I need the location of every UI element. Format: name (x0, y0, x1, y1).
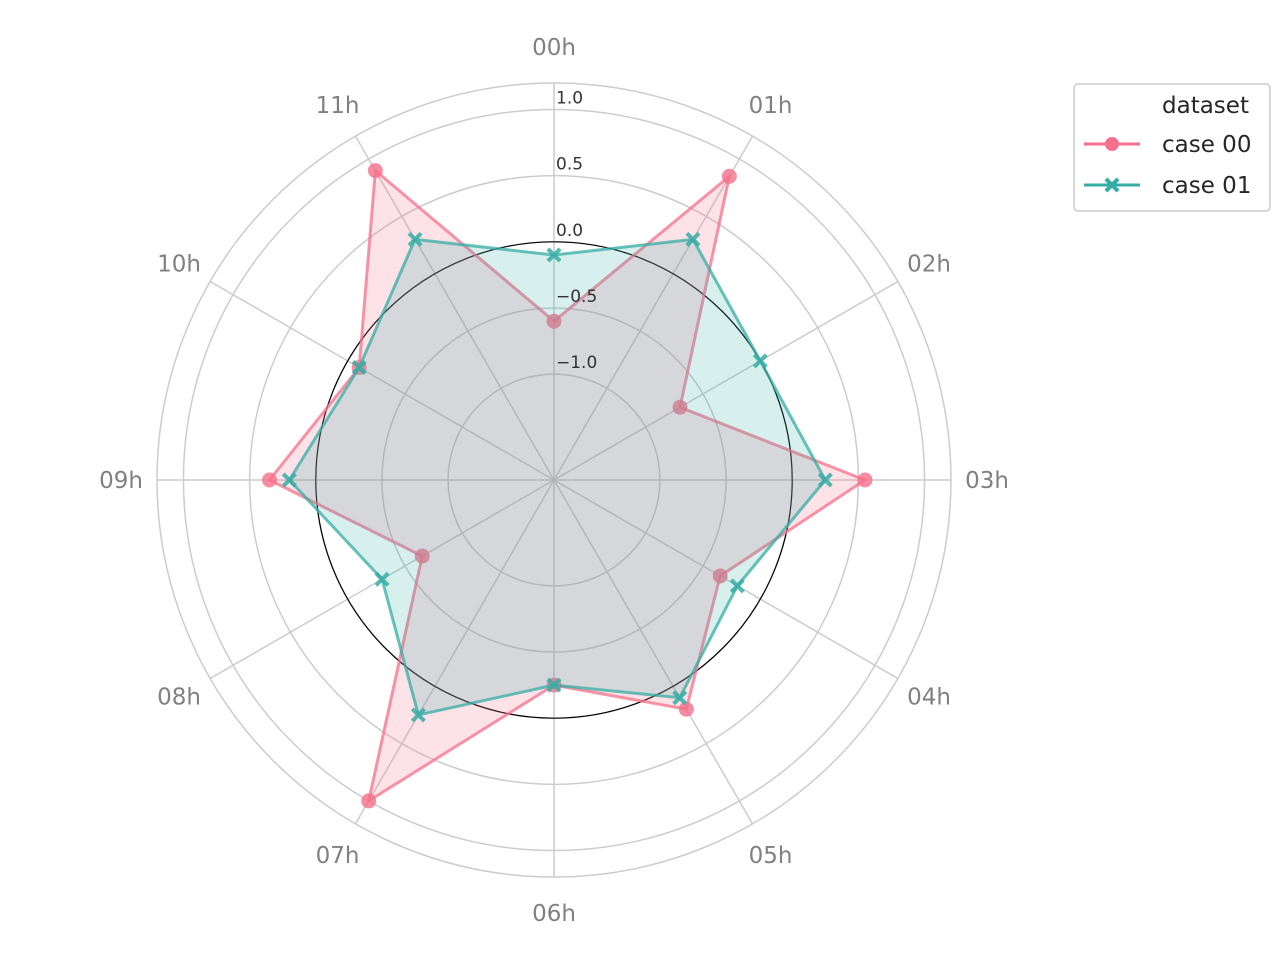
radial-tick-label: −1.0 (556, 353, 597, 373)
axis-label-04h: 04h (907, 685, 951, 711)
legend-entry-case-01: case 01 (1084, 173, 1251, 199)
legend-entry-case-00: case 00 (1084, 132, 1251, 158)
axis-label-09h: 09h (99, 468, 143, 494)
axis-label-07h: 07h (316, 843, 360, 869)
data-point (721, 168, 737, 184)
series-area (289, 239, 826, 715)
legend-label-case-00: case 00 (1162, 132, 1251, 158)
legend-marker-case-00 (1105, 137, 1119, 151)
axis-label-02h: 02h (907, 252, 951, 278)
angular-axis-labels: 00h 01h 02h 03h 04h 05h 06h 07h 08h 09h 10h 11h (99, 35, 1009, 927)
legend-marker-case-01 (1104, 177, 1120, 193)
grid-spoke (354, 135, 555, 481)
data-point (712, 568, 728, 584)
series-area (269, 170, 865, 801)
legend-label-case-01: case 01 (1162, 173, 1251, 199)
grid-spoke (553, 479, 754, 825)
data-point (410, 707, 426, 723)
axis-label-06h: 06h (532, 901, 576, 927)
axis-label-11h: 11h (316, 93, 360, 119)
data-point (729, 578, 745, 594)
axis-label-03h: 03h (965, 468, 1009, 494)
data-point (672, 399, 688, 415)
axis-label-10h: 10h (157, 252, 201, 278)
radial-tick-label: 0.0 (556, 221, 583, 241)
data-point (817, 472, 833, 488)
data-point (546, 313, 562, 329)
data-point (672, 690, 688, 706)
data-point (685, 231, 701, 247)
data-point (752, 353, 768, 369)
zero-reference-circle (315, 241, 793, 719)
data-point (374, 571, 390, 587)
data-point (261, 472, 277, 488)
grid-spoke (354, 479, 555, 825)
data-point (361, 793, 377, 809)
data-point (407, 231, 423, 247)
radial-tick-labels: −1.0 −0.5 0.0 0.5 1.0 (556, 88, 597, 373)
data-point (281, 472, 297, 488)
axis-label-01h: 01h (749, 93, 793, 119)
radial-tick-label: −0.5 (556, 287, 597, 307)
legend-frame (1073, 83, 1271, 212)
grid-spoke (209, 280, 555, 481)
axis-label-00h: 00h (532, 35, 576, 61)
reference-ring (315, 241, 793, 719)
data-point (678, 701, 694, 717)
grid-spoke (553, 135, 754, 481)
data-point (351, 360, 367, 376)
data-point (367, 163, 383, 179)
legend-title: dataset (1162, 93, 1249, 119)
radial-tick-label: 1.0 (556, 88, 583, 108)
series-layer (261, 163, 873, 809)
data-point (546, 247, 562, 263)
axis-label-05h: 05h (749, 843, 793, 869)
data-point (546, 677, 562, 693)
series-case-01 (281, 231, 833, 723)
axis-label-08h: 08h (157, 685, 201, 711)
legend: dataset case 00 case 01 (1073, 83, 1271, 212)
data-point (414, 548, 430, 564)
grid-spoke (553, 280, 899, 481)
data-point (857, 472, 873, 488)
radial-tick-label: 0.5 (556, 155, 583, 175)
